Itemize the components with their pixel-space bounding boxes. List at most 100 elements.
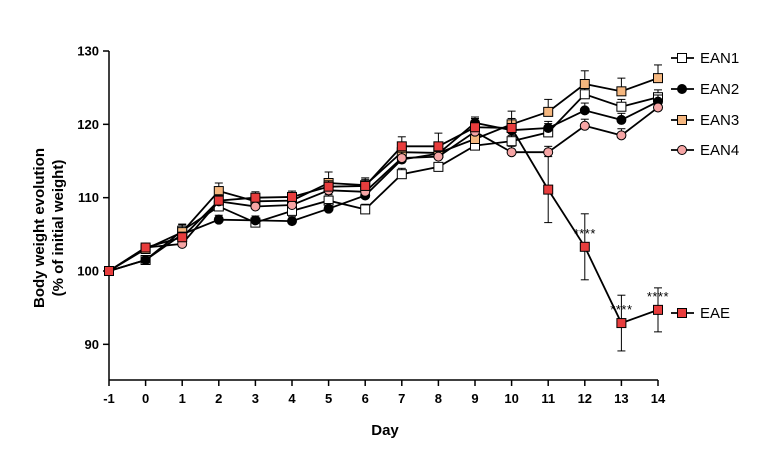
y-ticks: 90 100 110 120 130	[77, 44, 109, 352]
data-point-ean1	[506, 136, 517, 147]
data-point-eae	[323, 181, 334, 192]
data-point-ean1	[360, 204, 371, 215]
x-tick-label: -1	[103, 391, 115, 406]
x-tick-label: 4	[288, 391, 296, 406]
x-tick-label: 14	[651, 391, 666, 406]
data-point-ean1	[433, 161, 444, 172]
data-point-ean1	[396, 169, 407, 180]
x-tick-label: 3	[252, 391, 259, 406]
x-tick-label: 10	[504, 391, 518, 406]
legend-label-ean1: EAN1	[700, 50, 739, 67]
series-line-eae	[108, 126, 659, 325]
legend-item-ean4: EAN4	[671, 142, 739, 159]
data-point-ean3	[579, 79, 590, 89]
data-point-ean2	[323, 203, 334, 214]
series-ean2	[104, 94, 663, 276]
y-tick-label: 120	[77, 117, 99, 132]
legend-label-eae: EAE	[700, 305, 730, 322]
data-point-eae	[250, 192, 261, 203]
legend-label-ean3: EAN3	[700, 112, 739, 129]
series-ean1	[104, 85, 663, 276]
data-point-eae	[653, 304, 663, 315]
legend-label-ean2: EAN2	[700, 81, 739, 98]
legend-marker-eae	[677, 308, 687, 318]
data-point-ean3	[653, 73, 663, 84]
legend-item-eae: EAE	[671, 305, 730, 322]
x-tick-label: 1	[179, 391, 186, 406]
data-point-eae	[616, 318, 627, 329]
legend-item-ean2: EAN2	[671, 81, 739, 98]
series-line-ean2	[108, 100, 659, 272]
y-tick-label: 130	[77, 44, 99, 59]
data-point-eae	[543, 184, 554, 195]
x-ticks: -1 0 1 2 3 4 5 6 7 8 9 10 11 12 13 14	[103, 380, 666, 406]
data-point-ean4	[579, 120, 590, 131]
x-tick-label: 9	[471, 391, 478, 406]
series-eae	[104, 117, 663, 352]
x-tick-label: 5	[325, 391, 332, 406]
x-tick-label: 0	[142, 391, 149, 406]
data-point-ean1	[579, 89, 590, 100]
data-point-ean2	[140, 255, 151, 265]
data-point-ean4	[653, 102, 663, 113]
legend-item-ean3: EAN3	[671, 112, 739, 129]
data-point-eae	[104, 266, 114, 276]
series-line-ean3	[108, 77, 659, 272]
data-point-eae	[396, 141, 407, 152]
x-tick-label: 8	[435, 391, 442, 406]
significance-label: ****	[574, 226, 596, 241]
data-point-eae	[470, 122, 480, 133]
legend-marker-ean1	[677, 53, 687, 63]
legend-label-ean4: EAN4	[700, 142, 739, 159]
data-point-eae	[360, 180, 371, 191]
series-layer	[104, 64, 663, 352]
y-tick-label: 90	[85, 337, 99, 352]
data-point-ean3	[543, 106, 554, 117]
data-point-ean2	[250, 215, 261, 226]
x-axis-title: Day	[371, 422, 399, 439]
series-line-ean1	[108, 93, 659, 272]
significance-label: ****	[610, 302, 632, 317]
data-point-ean2	[213, 214, 224, 225]
data-point-eae	[140, 242, 151, 253]
data-point-ean4	[433, 151, 444, 162]
y-axis-title-line2: (% of initial weight)	[50, 160, 67, 297]
x-tick-label: 13	[614, 391, 628, 406]
data-point-eae	[287, 191, 297, 202]
significance-label: ****	[647, 289, 669, 304]
legend: EAN1 EAN2 EAN3 EAN4 EAE	[671, 50, 739, 322]
legend-marker-ean3	[677, 115, 687, 125]
y-tick-label: 100	[77, 264, 99, 279]
series-ean3	[104, 64, 663, 276]
x-tick-label: 6	[362, 391, 369, 406]
data-point-eae	[213, 195, 224, 206]
x-tick-label: 7	[398, 391, 405, 406]
data-point-ean4	[250, 201, 261, 212]
data-point-ean2	[287, 216, 297, 227]
data-point-ean4	[506, 147, 517, 158]
x-tick-label: 12	[578, 391, 592, 406]
data-point-eae	[506, 123, 517, 133]
legend-marker-ean2	[677, 84, 687, 94]
data-point-eae	[579, 241, 590, 252]
y-tick-label: 110	[78, 190, 99, 205]
legend-marker-ean4	[677, 145, 687, 155]
series-line-ean4	[108, 106, 659, 272]
annotation-layer: **** **** ****	[574, 226, 669, 317]
data-point-ean4	[616, 130, 627, 141]
data-point-ean3	[213, 186, 224, 197]
data-point-ean4	[543, 147, 554, 158]
data-point-ean2	[543, 123, 554, 133]
data-point-ean4	[396, 153, 407, 164]
y-axis-title-line1: Body weight evolution	[31, 148, 48, 308]
x-tick-label: 11	[541, 391, 555, 406]
series-ean4	[104, 100, 663, 276]
data-point-eae	[433, 141, 444, 152]
data-point-ean3	[616, 86, 627, 97]
data-point-ean2	[616, 114, 627, 125]
data-point-ean2	[579, 105, 590, 116]
data-point-ean1	[616, 101, 627, 112]
data-point-eae	[177, 232, 188, 243]
